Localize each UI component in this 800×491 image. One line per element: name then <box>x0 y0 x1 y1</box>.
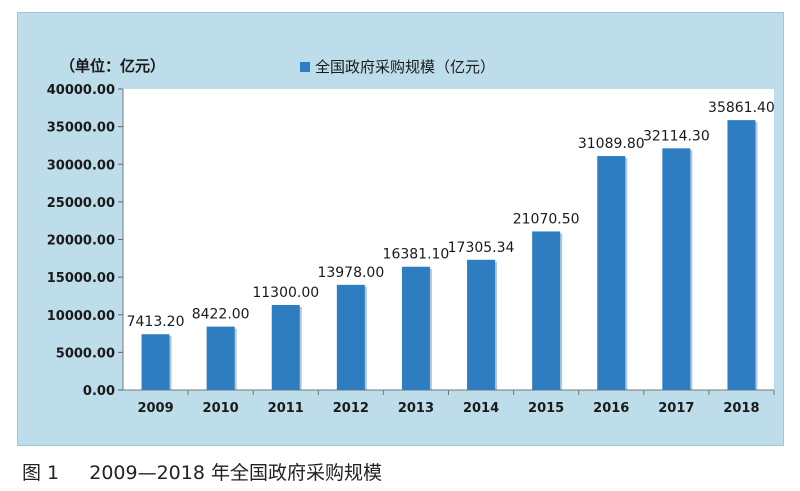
x-tick-label: 2011 <box>268 401 304 416</box>
bar <box>532 231 561 390</box>
value-label: 31089.80 <box>578 136 645 152</box>
value-label: 11300.00 <box>252 285 319 301</box>
x-tick-label: 2010 <box>203 401 239 416</box>
y-tick-label: 15000.00 <box>47 271 115 286</box>
y-tick-label: 20000.00 <box>47 234 115 249</box>
bar <box>467 259 496 390</box>
y-tick-label: 40000.00 <box>47 83 115 98</box>
value-label: 13978.00 <box>317 265 384 281</box>
value-label: 35861.40 <box>708 100 775 116</box>
legend-label: 全国政府采购规模（亿元） <box>315 58 495 76</box>
bar-chart: 0.00 5000.00 10000.00 15000.00 20000.00 25000… <box>47 57 775 416</box>
y-tick-label: 35000.00 <box>47 121 115 136</box>
y-tick-label: 30000.00 <box>47 158 115 173</box>
y-tick-label: 10000.00 <box>47 309 115 324</box>
y-tick-label: 0.00 <box>83 384 115 399</box>
x-tick-label: 2014 <box>463 401 499 416</box>
y-tick-label: 25000.00 <box>47 196 115 211</box>
value-label: 21070.50 <box>513 211 580 227</box>
bar <box>206 326 235 390</box>
x-tick-label: 2012 <box>333 401 369 416</box>
figure-number: 图 1 <box>22 462 60 484</box>
x-tick-label: 2013 <box>398 401 434 416</box>
bar <box>141 334 170 390</box>
value-label: 32114.30 <box>643 128 710 144</box>
y-tick-label: 5000.00 <box>56 346 115 361</box>
bar <box>271 304 300 390</box>
bar <box>336 284 365 390</box>
bar <box>597 156 626 390</box>
value-label: 7413.20 <box>127 314 185 330</box>
x-tick-label: 2015 <box>528 401 564 416</box>
unit-label: （单位：亿元） <box>60 57 165 75</box>
x-tick-label: 2018 <box>723 401 759 416</box>
value-label: 8422.00 <box>192 307 250 323</box>
x-tick-label: 2016 <box>593 401 629 416</box>
x-tick-label: 2009 <box>137 401 173 416</box>
figure-caption-text: 2009—2018 年全国政府采购规模 <box>89 462 382 484</box>
legend-swatch <box>300 62 310 72</box>
bar <box>401 266 430 390</box>
bar <box>727 120 756 390</box>
figure-caption: 图 1 2009—2018 年全国政府采购规模 <box>22 458 382 485</box>
value-label: 17305.34 <box>448 240 515 256</box>
value-label: 16381.10 <box>383 247 450 263</box>
bar <box>662 148 691 390</box>
chart-area: 0.00 5000.00 10000.00 15000.00 20000.00 25000… <box>17 12 784 446</box>
x-tick-label: 2017 <box>658 401 694 416</box>
